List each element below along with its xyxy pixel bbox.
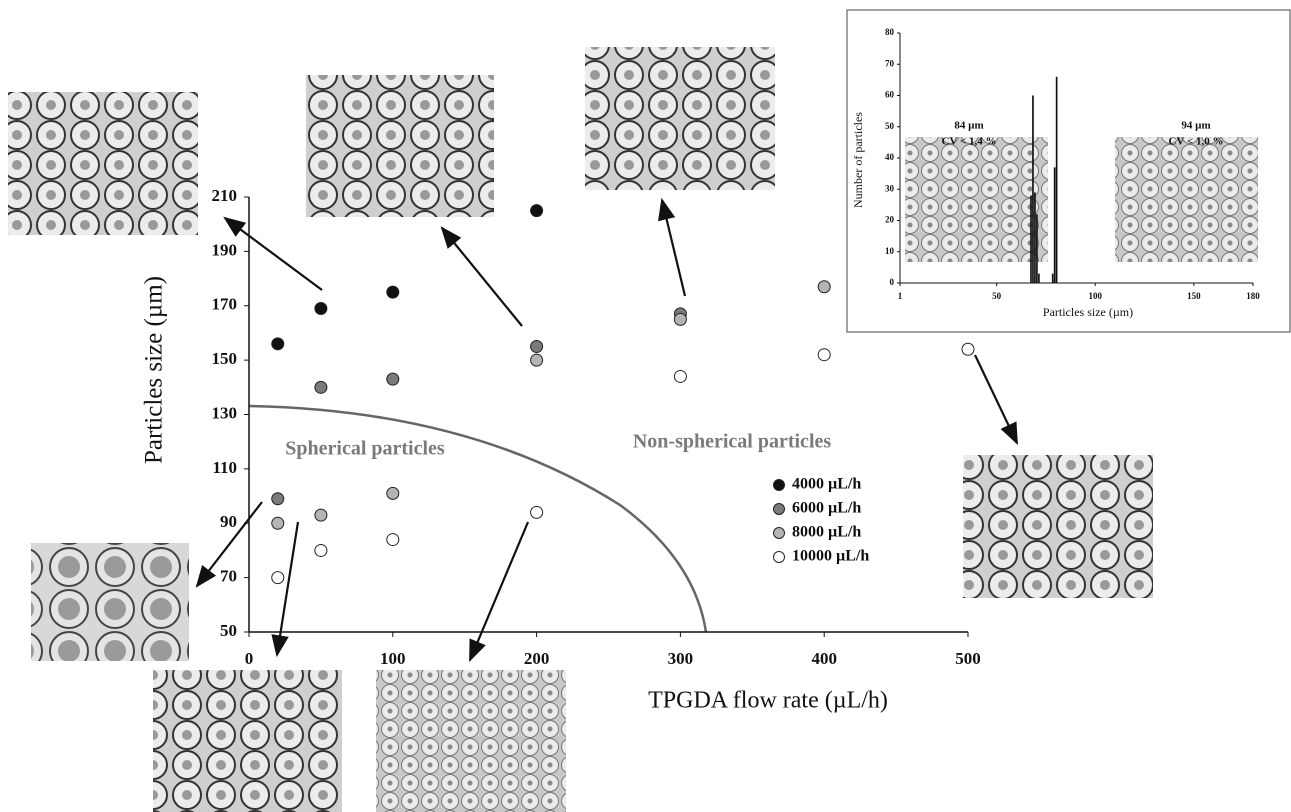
arrow [468,521,530,663]
y-tick-label: 50 [885,121,895,131]
point [961,342,975,356]
legend-swatch [773,527,785,539]
histogram-bar [1036,214,1038,283]
point [271,571,285,585]
region-label: Non-spherical particles [633,431,832,453]
y-tick-label: 70 [220,567,237,586]
x-tick-label: 100 [1088,291,1102,301]
y-tick-label: 170 [212,295,238,314]
y-tick-label: 30 [885,183,895,193]
micrograph [963,455,1153,598]
point [386,372,400,386]
y-tick-label: 70 [885,58,895,68]
point [530,340,544,354]
point [530,204,544,218]
legend-label: 6000 µL/h [792,500,861,517]
y-tick-label: 0 [890,277,895,287]
x-tick-label: 500 [955,649,981,668]
point [271,337,285,351]
peak-label: 94 µm [1181,120,1210,132]
legend-label: 4000 µL/h [792,476,861,493]
x-tick-label: 200 [524,649,550,668]
micrograph [1115,137,1258,262]
micrograph [585,47,775,190]
micrographs [8,47,1153,812]
arrow [440,226,523,327]
x-tick-label: 150 [1187,291,1201,301]
legend-label: 10000 µL/h [792,548,869,565]
arrows [195,197,1018,663]
y-tick-label: 50 [220,621,237,640]
y-tick-label: 150 [212,349,238,368]
y-tick-label: 40 [885,152,895,162]
y-tick-label: 110 [212,458,237,477]
histogram-bar [1053,167,1056,283]
micrograph [8,92,198,235]
point [817,280,831,294]
histogram-bar [1032,95,1034,283]
y-axis-title: Number of particles [851,112,865,208]
point [386,533,400,547]
arrow [195,501,263,588]
peak-label: CV < 1,4 % [942,136,997,148]
micrograph [905,137,1048,262]
x-axis-title: TPGDA flow rate (µL/h) [648,688,888,714]
x-tick-label: 400 [811,649,837,668]
peak-label: 84 µm [954,120,983,132]
y-tick-label: 90 [220,512,237,531]
legend-swatch [773,551,785,563]
point [673,369,687,383]
micrograph [31,543,189,661]
point [314,380,328,394]
point [386,285,400,299]
y-tick-label: 190 [212,240,238,259]
point [530,353,544,367]
y-axis-title: Particles size (µm) [141,276,168,464]
arrow [658,197,687,297]
y-tick-label: 20 [885,215,895,225]
micrograph [153,670,342,812]
x-tick-label: 0 [245,649,254,668]
x-axis-title: Particles size (µm) [1043,305,1133,319]
point [314,508,328,522]
x-tick-label: 180 [1246,291,1260,301]
y-tick-label: 210 [212,186,238,205]
point [271,516,285,530]
legend-swatch [773,503,785,515]
arrow [974,354,1018,445]
point [530,505,544,519]
histogram-bar [1038,273,1040,283]
y-tick-label: 60 [885,90,895,100]
x-tick-label: 50 [992,291,1002,301]
point [673,312,687,326]
x-tick-label: 300 [668,649,694,668]
point [817,348,831,362]
point [314,543,328,557]
micrograph [306,75,494,217]
histogram-bar [1034,192,1036,283]
histogram-bar [1051,273,1054,283]
arrow [271,521,300,658]
region-label: Spherical particles [285,438,445,460]
x-tick-label: 100 [380,649,406,668]
legend-label: 8000 µL/h [792,524,861,541]
point [386,486,400,500]
histogram-bar [1055,76,1058,283]
micrograph [376,670,566,812]
x-tick-label: 1 [898,291,903,301]
y-tick-label: 80 [885,27,895,37]
y-tick-label: 10 [885,246,895,256]
legend-swatch [773,479,785,491]
peak-label: CV < 1,0 % [1169,136,1224,148]
arrow [223,216,323,291]
y-tick-label: 130 [212,403,238,422]
histogram-bar [1030,195,1032,283]
point [271,492,285,506]
regime-boundary [248,404,708,633]
point [314,301,328,315]
